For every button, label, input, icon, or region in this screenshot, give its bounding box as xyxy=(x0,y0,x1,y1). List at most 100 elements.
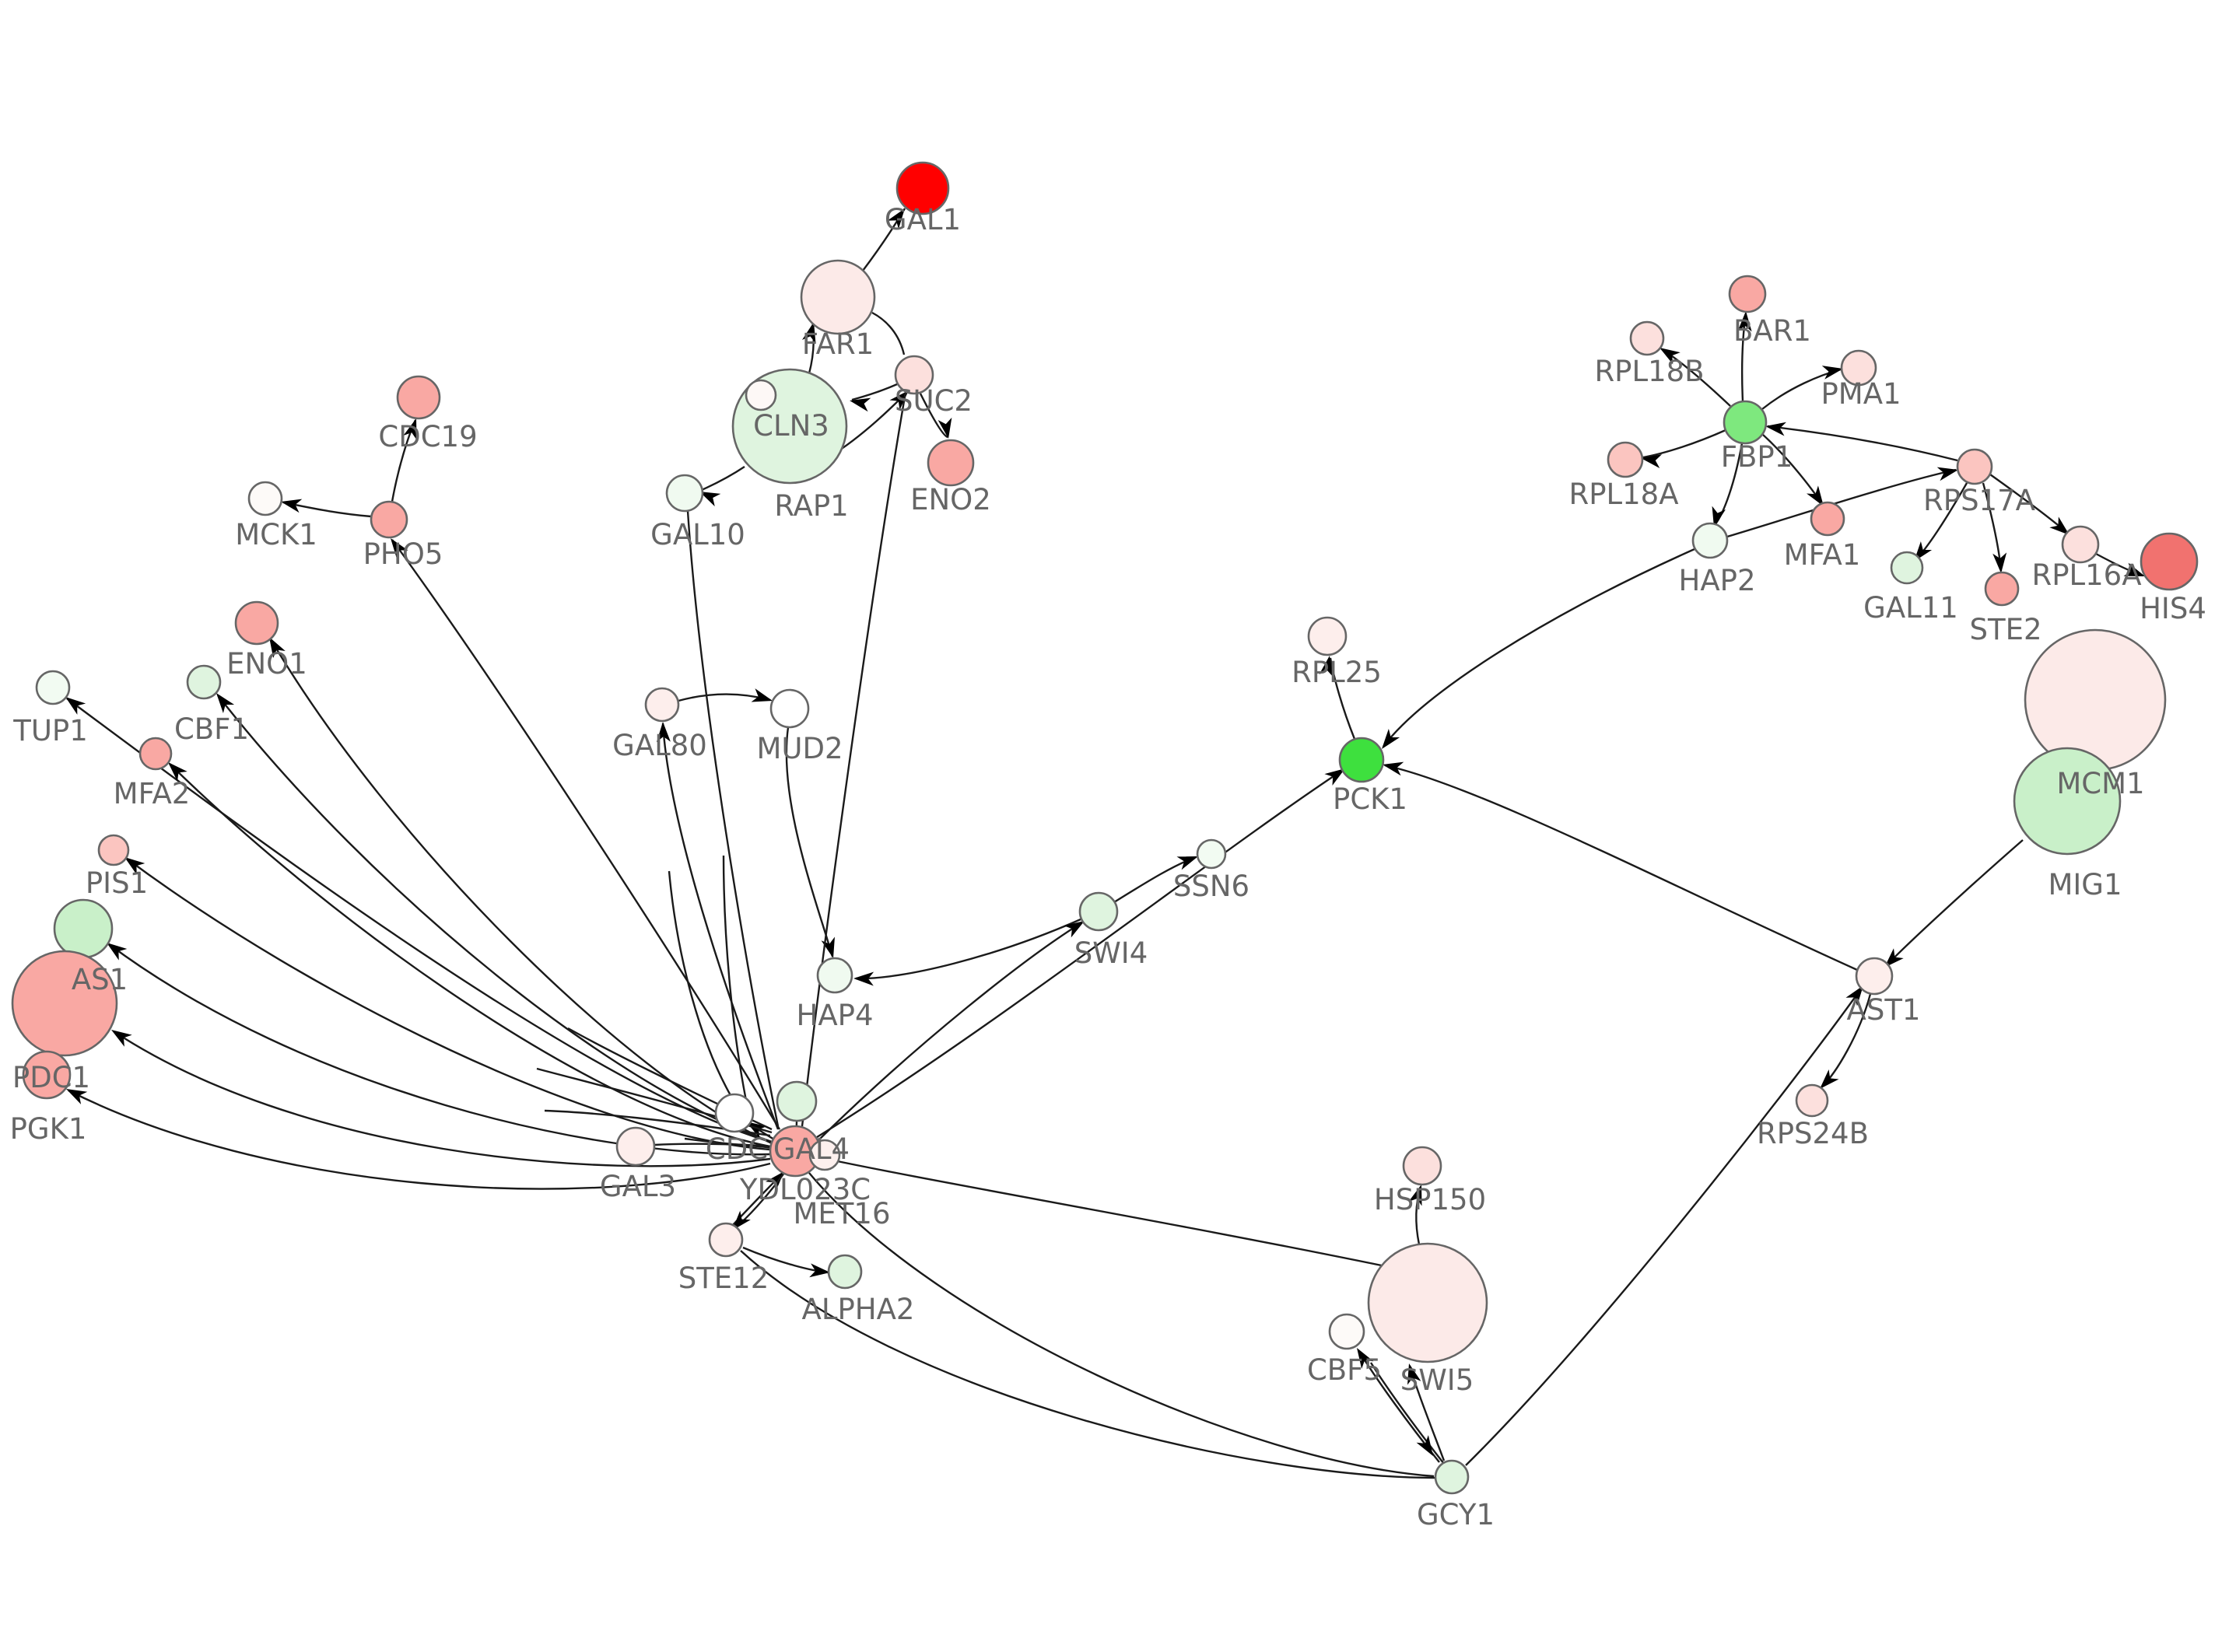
arrowhead-gal4-gal80 xyxy=(656,722,671,743)
node-met16[interactable] xyxy=(808,1139,841,1171)
node-hap4[interactable] xyxy=(816,957,853,994)
node-label-gal10: GAL10 xyxy=(650,518,745,551)
node-mfa2[interactable] xyxy=(138,737,173,771)
node-ssn6[interactable] xyxy=(1196,838,1227,870)
arrowhead-fbp1-bar1 xyxy=(1737,311,1752,332)
arrowhead-ast1-rps24b xyxy=(1820,1069,1839,1089)
edge-gal4-as1 xyxy=(108,943,771,1156)
node-gal3[interactable] xyxy=(615,1126,656,1167)
node-gal1[interactable] xyxy=(895,161,950,215)
node-cdcx[interactable] xyxy=(714,1093,755,1133)
node-pma1[interactable] xyxy=(1840,349,1877,387)
arrowhead-swi4-ssn6 xyxy=(1176,856,1198,870)
edge-ast1-pck1 xyxy=(1384,764,1858,971)
edge-far1-suc2-a xyxy=(871,311,906,355)
node-his4[interactable] xyxy=(2140,532,2199,591)
node-mud2[interactable] xyxy=(769,688,810,729)
node-pgk1[interactable] xyxy=(22,1050,72,1100)
node-hap2[interactable] xyxy=(1691,522,1729,559)
arrowhead-gcy1-cbf5 xyxy=(1357,1348,1374,1369)
node-eno2[interactable] xyxy=(927,439,975,487)
arrowhead-rps17a-fbp1 xyxy=(1765,422,1786,436)
node-bar1[interactable] xyxy=(1728,275,1767,313)
node-label-hsp150: HSP150 xyxy=(1374,1183,1486,1216)
node-eno1[interactable] xyxy=(234,600,279,646)
arrowhead-hap2-rps17a xyxy=(1936,467,1958,481)
node-as1[interactable] xyxy=(53,898,114,959)
nodes-layer xyxy=(11,161,2199,1495)
node-mfa1[interactable] xyxy=(1810,501,1845,537)
node-swi4[interactable] xyxy=(1078,891,1119,932)
node-suc2[interactable] xyxy=(894,355,934,395)
node-label-gal80: GAL80 xyxy=(612,729,707,762)
node-cbf5[interactable] xyxy=(1328,1313,1365,1350)
node-rps24b[interactable] xyxy=(1795,1083,1829,1118)
arrowhead-fbp1-pma1 xyxy=(1821,366,1843,380)
edge-gal4-cbf1 xyxy=(217,695,773,1143)
node-cdc19[interactable] xyxy=(396,375,441,420)
node-gal4g[interactable] xyxy=(776,1080,818,1122)
node-label-pdc1: PDC1 xyxy=(12,1061,90,1094)
node-mck1[interactable] xyxy=(247,481,283,516)
node-alpha2[interactable] xyxy=(827,1254,863,1290)
node-rpl25[interactable] xyxy=(1307,616,1348,656)
node-label-cdcx: CDC xyxy=(706,1132,768,1166)
arrowhead-suc2-cln3 xyxy=(850,397,871,412)
node-rps17a[interactable] xyxy=(1956,448,1993,485)
node-label-mck1: MCK1 xyxy=(235,518,317,551)
node-pho5[interactable] xyxy=(370,500,408,539)
edge-gal4-pis1 xyxy=(126,858,771,1151)
node-label-cdc19: CDC19 xyxy=(378,420,477,453)
edge-pck1-rpl25 xyxy=(1329,657,1356,740)
node-gal11[interactable] xyxy=(1890,551,1924,585)
node-rpl16a[interactable] xyxy=(2061,525,2100,564)
edge-ste12-gcy1 xyxy=(740,1250,1435,1479)
arrowhead-cln3-suc2-back xyxy=(889,390,909,410)
node-pdc1[interactable] xyxy=(11,950,118,1057)
node-ast1[interactable] xyxy=(1855,957,1894,996)
edge-gal4-mfa2 xyxy=(169,763,771,1148)
node-pck1[interactable] xyxy=(1338,737,1385,783)
edge-gal4-gal80 xyxy=(661,723,780,1130)
edge-mig1-ast1 xyxy=(1885,839,2024,967)
node-gal10[interactable] xyxy=(665,474,704,513)
node-label-hap4: HAP4 xyxy=(797,999,874,1032)
node-label-gal3: GAL3 xyxy=(600,1170,676,1203)
node-ste12[interactable] xyxy=(708,1222,744,1258)
node-tup1[interactable] xyxy=(35,670,71,705)
node-hsp150[interactable] xyxy=(1402,1146,1442,1186)
arrowhead-fbp1-mfa1 xyxy=(1806,485,1824,506)
node-rpl18a[interactable] xyxy=(1607,441,1644,478)
arrowhead-hap2-pck1 xyxy=(1382,728,1400,749)
node-mig1[interactable] xyxy=(2013,747,2122,856)
node-fbp1[interactable] xyxy=(1723,400,1768,445)
arrowhead-gal4-eno1 xyxy=(269,637,286,659)
arrowhead-gal4-swi4 xyxy=(1064,921,1085,938)
node-label-ydl023c: YDL023C xyxy=(739,1173,871,1206)
node-label-pgk1: PGK1 xyxy=(10,1112,87,1146)
edge-gcy1-cbf5b xyxy=(1369,1362,1445,1465)
node-mcm1[interactable] xyxy=(2024,628,2167,772)
node-gcy1[interactable] xyxy=(1434,1459,1470,1495)
edge-extra-5 xyxy=(722,855,748,1105)
node-label-mig1: MIG1 xyxy=(2048,868,2122,901)
node-ste2[interactable] xyxy=(1984,571,2020,607)
edge-extra-4 xyxy=(668,870,733,1097)
node-cbf1[interactable] xyxy=(186,664,222,700)
node-cln3i[interactable] xyxy=(745,379,777,411)
node-hsp150big[interactable] xyxy=(1367,1242,1488,1363)
node-label-hap2: HAP2 xyxy=(1679,564,1756,597)
arrowhead-cln3-gal10 xyxy=(699,492,721,507)
arrowhead-mig1-ast1 xyxy=(1884,948,1904,968)
arrowhead-gal4-pdc1 xyxy=(111,1030,132,1047)
node-label-rpl18a: RPL18A xyxy=(1568,478,1678,511)
arrowhead-swi4-hap4 xyxy=(853,971,874,986)
node-gal80[interactable] xyxy=(644,687,680,723)
node-rpl18b[interactable] xyxy=(1629,320,1665,356)
node-far1[interactable] xyxy=(800,259,876,335)
arrowhead-far1-gal1 xyxy=(887,208,905,229)
edge-gcy1-ast1 xyxy=(1465,987,1863,1466)
edge-suc2-eno2 xyxy=(919,393,948,439)
node-pis1[interactable] xyxy=(97,834,130,866)
node-label-suc2: SUC2 xyxy=(895,384,973,418)
